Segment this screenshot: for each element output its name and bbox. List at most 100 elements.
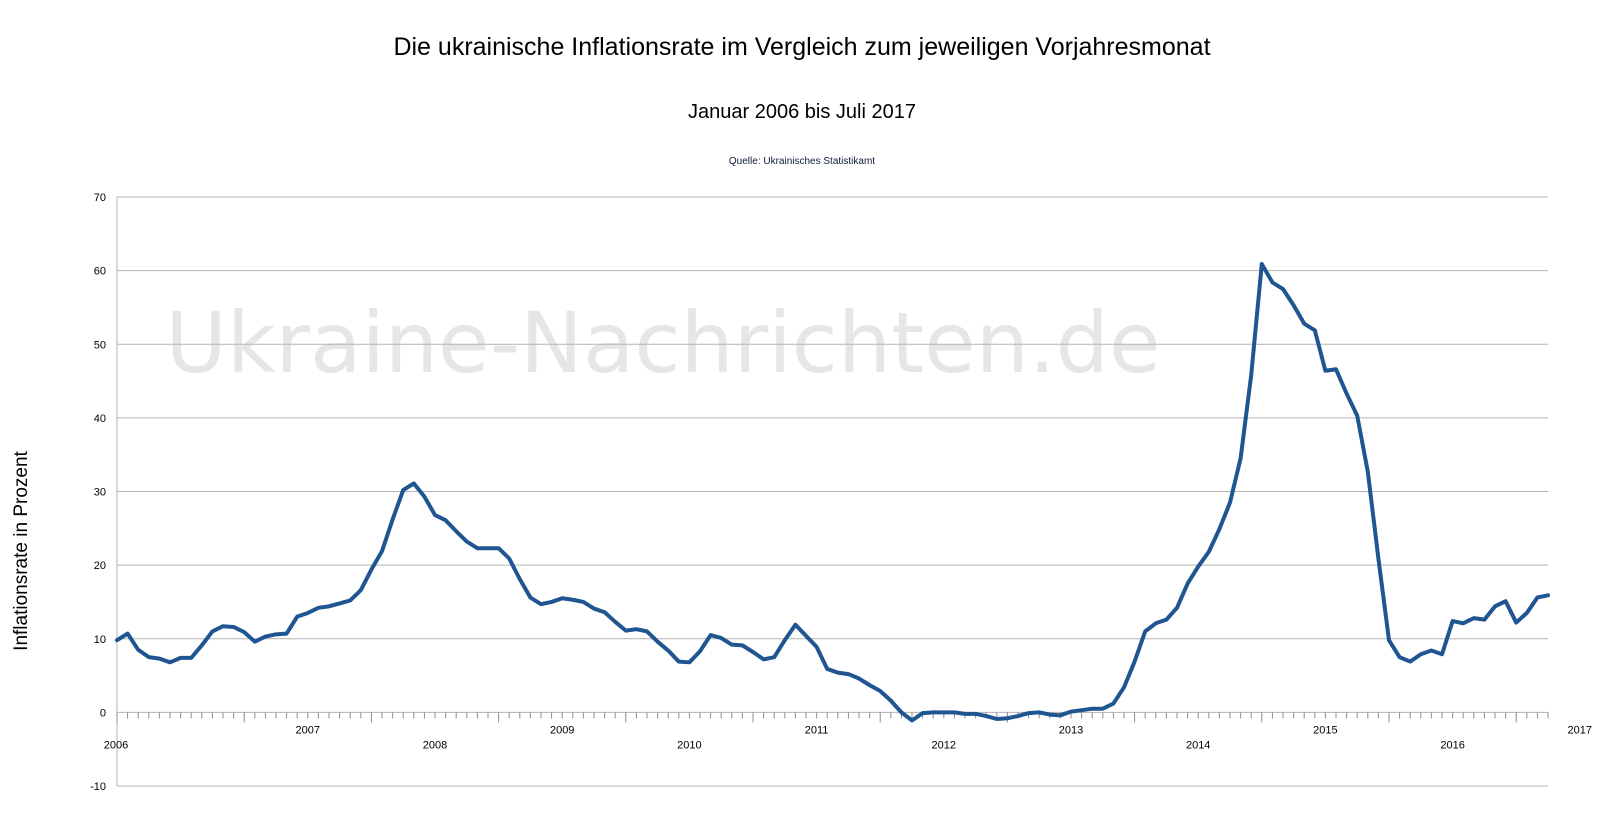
- data-points: [115, 262, 1550, 722]
- data-point: [1133, 660, 1137, 664]
- data-point: [359, 588, 363, 592]
- y-axis-ticks: -10 0 10 20 30 40 50 60 70: [90, 192, 106, 793]
- data-point: [1249, 373, 1253, 377]
- data-point: [942, 710, 946, 714]
- data-point: [634, 627, 638, 631]
- y-tick-label: 10: [94, 634, 106, 646]
- data-point: [740, 643, 744, 647]
- data-point: [221, 624, 225, 628]
- data-point: [285, 632, 289, 636]
- grid-lines: [117, 196, 1548, 640]
- data-point: [1408, 660, 1412, 664]
- data-point: [825, 667, 829, 671]
- data-point: [497, 546, 501, 550]
- data-point: [338, 601, 342, 605]
- data-point: [1027, 711, 1031, 715]
- data-point: [295, 615, 299, 619]
- data-point: [698, 649, 702, 653]
- y-tick-label: 60: [94, 266, 106, 278]
- x-tick-label: 2016: [1440, 739, 1464, 751]
- data-point: [1217, 527, 1221, 531]
- data-point: [1292, 303, 1296, 307]
- data-point: [1514, 621, 1518, 625]
- data-point: [984, 714, 988, 718]
- data-point: [889, 699, 893, 703]
- data-point: [1366, 470, 1370, 474]
- data-point: [1535, 596, 1539, 600]
- data-point: [1281, 287, 1285, 291]
- data-point: [974, 712, 978, 716]
- x-tick-label: 2007: [296, 724, 320, 736]
- data-point: [1461, 621, 1465, 625]
- data-point: [507, 556, 511, 560]
- x-tick-label: 2010: [677, 739, 701, 751]
- data-point: [1154, 621, 1158, 625]
- data-point: [550, 600, 554, 604]
- data-point: [1313, 328, 1317, 332]
- data-point: [613, 620, 617, 624]
- data-point: [656, 640, 660, 644]
- y-tick-label: 30: [94, 487, 106, 499]
- chart-source: Quelle: Ukrainisches Statistikamt: [728, 156, 876, 167]
- data-point: [772, 655, 776, 659]
- y-tick-label: 0: [100, 707, 106, 719]
- data-point: [1345, 392, 1349, 396]
- data-point: [327, 604, 331, 608]
- data-point: [1270, 280, 1274, 284]
- data-point: [1058, 713, 1062, 717]
- data-point: [168, 660, 172, 664]
- data-point: [147, 655, 151, 659]
- data-point: [1122, 685, 1126, 689]
- data-point: [444, 518, 448, 522]
- data-point: [804, 634, 808, 638]
- data-point: [1419, 652, 1423, 656]
- data-point: [1069, 710, 1073, 714]
- data-point: [401, 488, 405, 492]
- chart-title: Die ukrainische Inflationsrate im Vergle…: [393, 33, 1211, 61]
- chart-subtitle: Januar 2006 bis Juli 2017: [688, 101, 916, 123]
- x-tick-label: 2006: [104, 739, 128, 751]
- data-point: [412, 481, 416, 485]
- x-tick-label: 2017: [1568, 724, 1592, 736]
- data-point: [1228, 501, 1232, 505]
- data-point: [1302, 322, 1306, 326]
- data-point: [126, 632, 130, 636]
- data-point: [316, 606, 320, 610]
- data-point: [1239, 456, 1243, 460]
- data-point: [666, 649, 670, 653]
- data-point: [274, 632, 278, 636]
- data-point: [380, 549, 384, 553]
- data-point: [539, 602, 543, 606]
- data-point: [878, 689, 882, 693]
- x-tick-label: 2009: [550, 724, 574, 736]
- data-point: [995, 717, 999, 721]
- data-point: [1323, 369, 1327, 373]
- data-point: [868, 683, 872, 687]
- x-tick-label: 2015: [1313, 724, 1337, 736]
- data-point: [200, 643, 204, 647]
- data-point: [136, 648, 140, 652]
- data-point: [1398, 655, 1402, 659]
- data-point: [1472, 616, 1476, 620]
- x-tick-label: 2011: [805, 724, 829, 736]
- data-point: [518, 577, 522, 581]
- data-point: [528, 596, 532, 600]
- series-group: [115, 262, 1550, 723]
- data-point: [486, 546, 490, 550]
- data-point: [719, 636, 723, 640]
- data-point: [1186, 582, 1190, 586]
- x-tick-label: 2014: [1186, 739, 1210, 751]
- y-tick-label: 20: [94, 560, 106, 572]
- data-point: [306, 611, 310, 615]
- data-point: [1080, 708, 1084, 712]
- data-point: [1429, 649, 1433, 653]
- axes: [116, 196, 1548, 787]
- data-point: [899, 710, 903, 714]
- data-point: [592, 607, 596, 611]
- x-tick-label: 2008: [423, 739, 447, 751]
- data-point: [1090, 707, 1094, 711]
- data-point: [1164, 618, 1168, 622]
- data-point: [189, 656, 193, 660]
- data-point: [422, 495, 426, 499]
